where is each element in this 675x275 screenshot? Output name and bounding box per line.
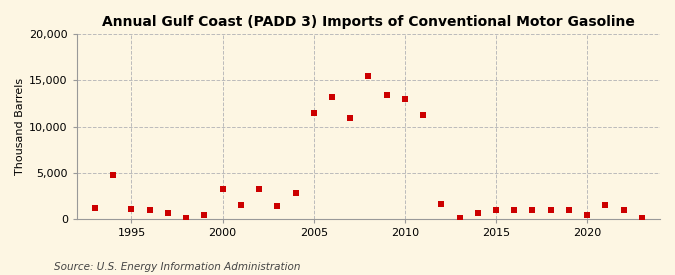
Point (582, 213, 593, 218)
Point (363, 74, 374, 78)
Point (272, 204, 283, 208)
Point (472, 210, 483, 215)
Point (436, 202, 447, 207)
Text: Source: U.S. Energy Information Administration: Source: U.S. Energy Information Administ… (54, 262, 300, 272)
Point (527, 208, 538, 212)
Point (290, 191, 301, 195)
Point (254, 187, 265, 192)
Point (400, 97, 410, 101)
Point (545, 208, 556, 212)
Point (90, 206, 101, 210)
Point (199, 213, 210, 218)
Point (327, 95, 338, 99)
Point (181, 216, 192, 220)
Point (126, 207, 137, 211)
Point (345, 116, 356, 120)
Point (637, 216, 647, 220)
Point (217, 187, 228, 192)
Point (308, 111, 319, 115)
Y-axis label: Thousand Barrels: Thousand Barrels (15, 78, 25, 175)
Point (509, 208, 520, 212)
Point (564, 208, 574, 212)
Point (108, 172, 119, 177)
Point (144, 208, 155, 212)
Point (454, 216, 465, 220)
Point (236, 203, 246, 207)
Title: Annual Gulf Coast (PADD 3) Imports of Conventional Motor Gasoline: Annual Gulf Coast (PADD 3) Imports of Co… (102, 15, 635, 29)
Point (618, 208, 629, 212)
Point (600, 203, 611, 207)
Point (381, 93, 392, 97)
Point (163, 211, 173, 216)
Point (418, 112, 429, 117)
Point (491, 208, 502, 212)
